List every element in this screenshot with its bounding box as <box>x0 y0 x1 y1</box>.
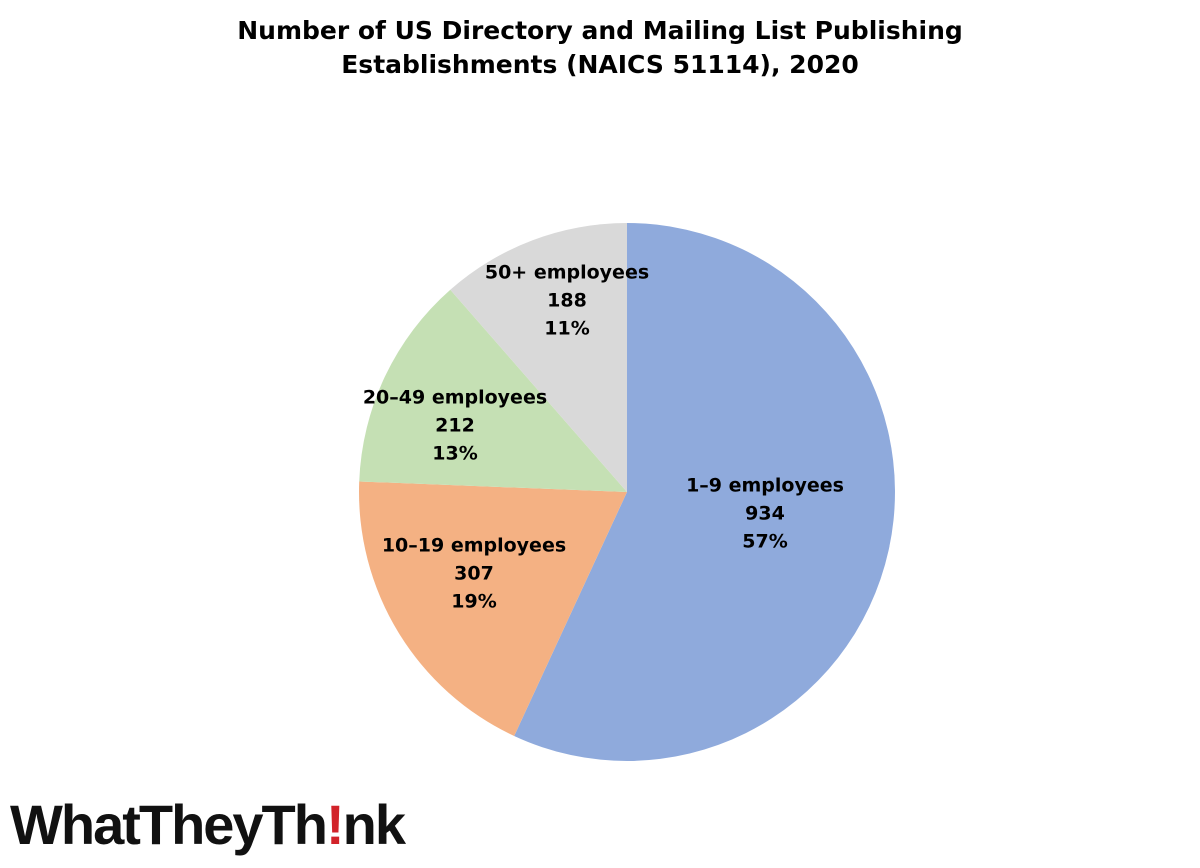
slice-label-3: 20–49 employees <box>363 387 547 409</box>
chart-title-line-1: Number of US Directory and Mailing List … <box>237 16 963 45</box>
slice-value-1: 934 <box>745 503 785 525</box>
slice-percent-2: 19% <box>451 591 496 613</box>
pie-slice-1 <box>514 223 895 762</box>
slice-percent-1: 57% <box>742 531 787 553</box>
slice-value-2: 307 <box>454 563 494 585</box>
logo-exclamation: ! <box>325 793 345 856</box>
slice-value-4: 188 <box>547 290 587 312</box>
chart-title-line-2: Establishments (NAICS 51114), 2020 <box>341 50 859 79</box>
slice-label-2: 10–19 employees <box>382 535 566 557</box>
logo-text-end: nk <box>342 793 406 856</box>
slice-label-4: 50+ employees <box>485 262 649 284</box>
chart-title: Number of US Directory and Mailing List … <box>0 14 1200 82</box>
pie-slice-3 <box>359 289 627 492</box>
slice-percent-3: 13% <box>432 443 477 465</box>
whattheythink-logo: WhatTheyTh!nk <box>10 790 406 860</box>
slice-value-3: 212 <box>435 415 475 437</box>
logo-text-start: WhatTheyTh <box>10 793 328 856</box>
pie-slice-4 <box>450 223 627 492</box>
pie-slice-2 <box>359 481 627 736</box>
slice-percent-4: 11% <box>544 318 589 340</box>
slice-label-1: 1–9 employees <box>686 475 844 497</box>
